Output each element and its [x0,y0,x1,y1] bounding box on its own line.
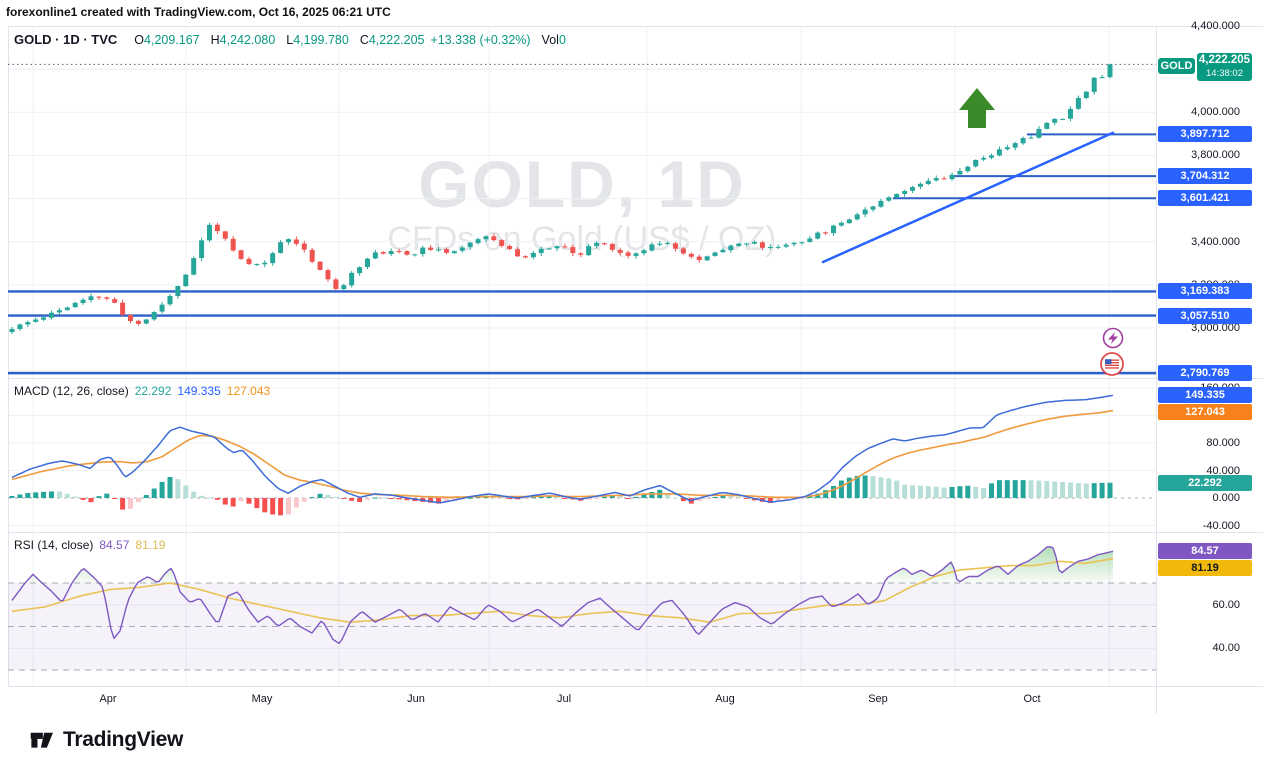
macd-line-badge: 149.335 [1158,387,1252,404]
last-price-label: GOLD [1158,58,1195,74]
macd-legend: MACD (12, 26, close) 22.292 149.335 127.… [14,384,270,398]
month-label-jun: Jun [407,693,425,705]
rsi-line-badge: 84.57 [1158,543,1252,560]
price-tick: 3,400.000 [1191,235,1240,248]
open-value: 4,209.167 [144,32,200,47]
macd-tick: 0.000 [1212,492,1240,504]
macd-histogram[interactable] [9,475,1113,516]
month-label-may: May [251,693,273,705]
month-label-jul: Jul [556,693,572,705]
event-icon-lightning[interactable] [1102,327,1124,349]
volume-value: 0 [558,32,566,47]
price-tick: 4,000.000 [1191,106,1240,119]
close-label: C [359,32,369,47]
level-price-badge: 2,790.769 [1158,365,1252,382]
macd-tick: 80.000 [1206,437,1240,449]
level-price-badge: 3,704.312 [1158,168,1252,185]
rsi-tick: 60.00 [1212,598,1240,611]
up-arrow-annotation[interactable] [959,88,995,128]
level-price-badge: 3,897.712 [1158,126,1252,143]
level-price-badge: 3,057.510 [1158,307,1252,324]
level-price-badge: 3,601.421 [1158,190,1252,207]
macd-tick: 40.000 [1206,464,1240,477]
month-label-apr: Apr [99,693,117,705]
level-price-badge: 3,169.383 [1158,283,1252,300]
tradingview-brand-text: TradingView [63,727,184,751]
macd-tick: -40.000 [1202,519,1240,532]
header-credit: forexonline1 created with TradingView.co… [6,5,391,19]
change-value: +13.338 (+0.32%) [430,32,531,47]
last-price-value: 4,222.205 [1198,54,1251,66]
month-label-aug: Aug [715,693,735,705]
macd-hist-badge: 22.292 [1158,474,1252,491]
month-label-sep: Sep [868,693,888,705]
rsi-legend: RSI (14, close) 84.57 81.19 [14,538,165,552]
rsi-ma-value: 81.19 [135,538,166,552]
close-value: 4,222.205 [368,32,425,47]
last-price-time: 14:38:02 [1206,68,1243,79]
macd-line-value: 149.335 [177,384,221,398]
month-label-oct: Oct [1023,693,1041,705]
macd-line[interactable] [11,394,1114,504]
candlestick-series[interactable] [9,63,1113,335]
price-tick: 3,800.000 [1191,149,1240,162]
rsi-ma-line[interactable] [11,557,1114,623]
rsi-line[interactable] [11,546,1114,644]
high-value: 4,242.080 [219,32,276,47]
trendline[interactable] [821,131,1115,264]
rsi-overbought-fill [12,546,1113,583]
low-label: L [286,32,294,47]
symbol-legend: GOLD · 1D · TVC O4,209.167 H4,242.080 L4… [14,32,566,47]
rsi-tick: 40.00 [1212,642,1240,655]
macd-signal-badge: 127.043 [1158,403,1252,420]
tradingview-brand: TradingView [28,726,183,753]
open-label: O [134,32,145,47]
event-icon-us-flag[interactable] [1100,352,1124,376]
rsi-title: RSI (14, close) [14,538,94,552]
macd-hist-value: 22.292 [134,384,172,398]
low-value: 4,199.780 [293,32,349,47]
price-tick: 3,000.000 [1191,322,1240,334]
price-tick: 4,400.000 [1191,20,1240,32]
rsi-line-value: 84.57 [99,538,130,552]
volume-label: Vol [541,32,559,47]
high-label: H [210,32,220,47]
macd-signal-value: 127.043 [226,384,271,398]
symbol-title: GOLD · 1D · TVC [14,32,118,47]
macd-title: MACD (12, 26, close) [14,384,129,398]
tradingview-logo-icon [30,732,53,748]
rsi-ma-badge: 81.19 [1158,559,1252,576]
last-price-badge: 4,222.205 14:38:02 [1197,53,1252,81]
